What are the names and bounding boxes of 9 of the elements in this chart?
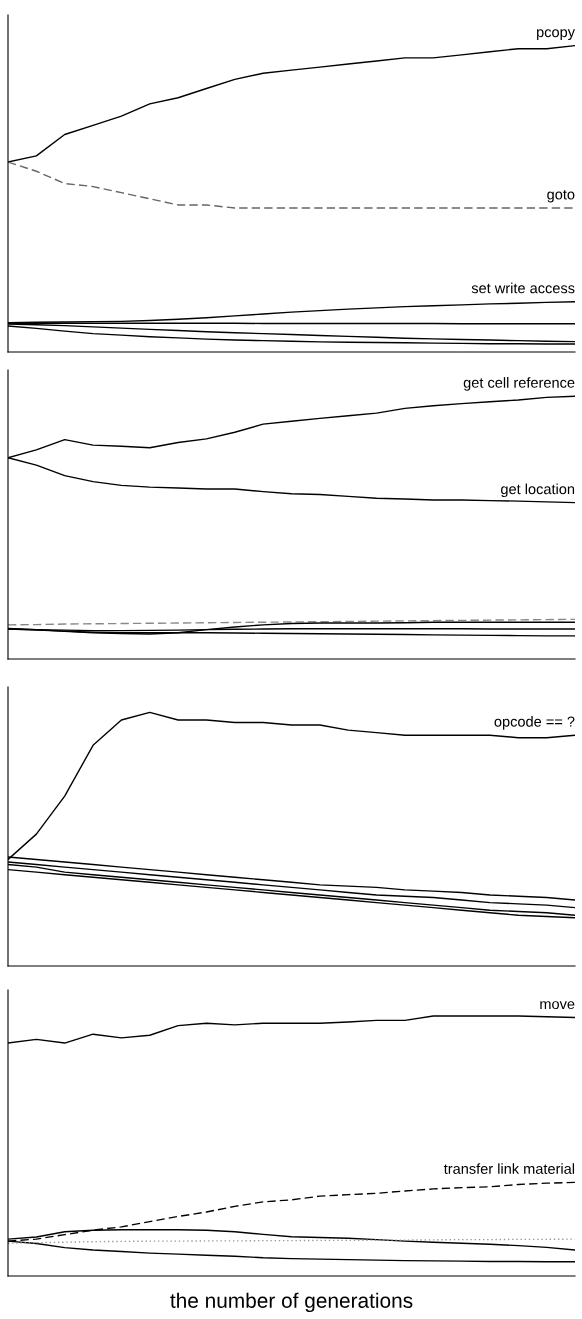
series-label: set write access bbox=[471, 282, 575, 294]
series-label: opcode == ? bbox=[494, 716, 575, 730]
series-label: get cell reference bbox=[463, 377, 575, 391]
series-label: goto bbox=[547, 190, 575, 203]
series-label: get location bbox=[501, 483, 575, 498]
series-label: pcopy bbox=[537, 29, 575, 41]
series-label: move bbox=[540, 1001, 575, 1010]
x-axis-title: the number of generations bbox=[170, 1292, 413, 1313]
series-label: transfer link material bbox=[443, 1163, 575, 1174]
